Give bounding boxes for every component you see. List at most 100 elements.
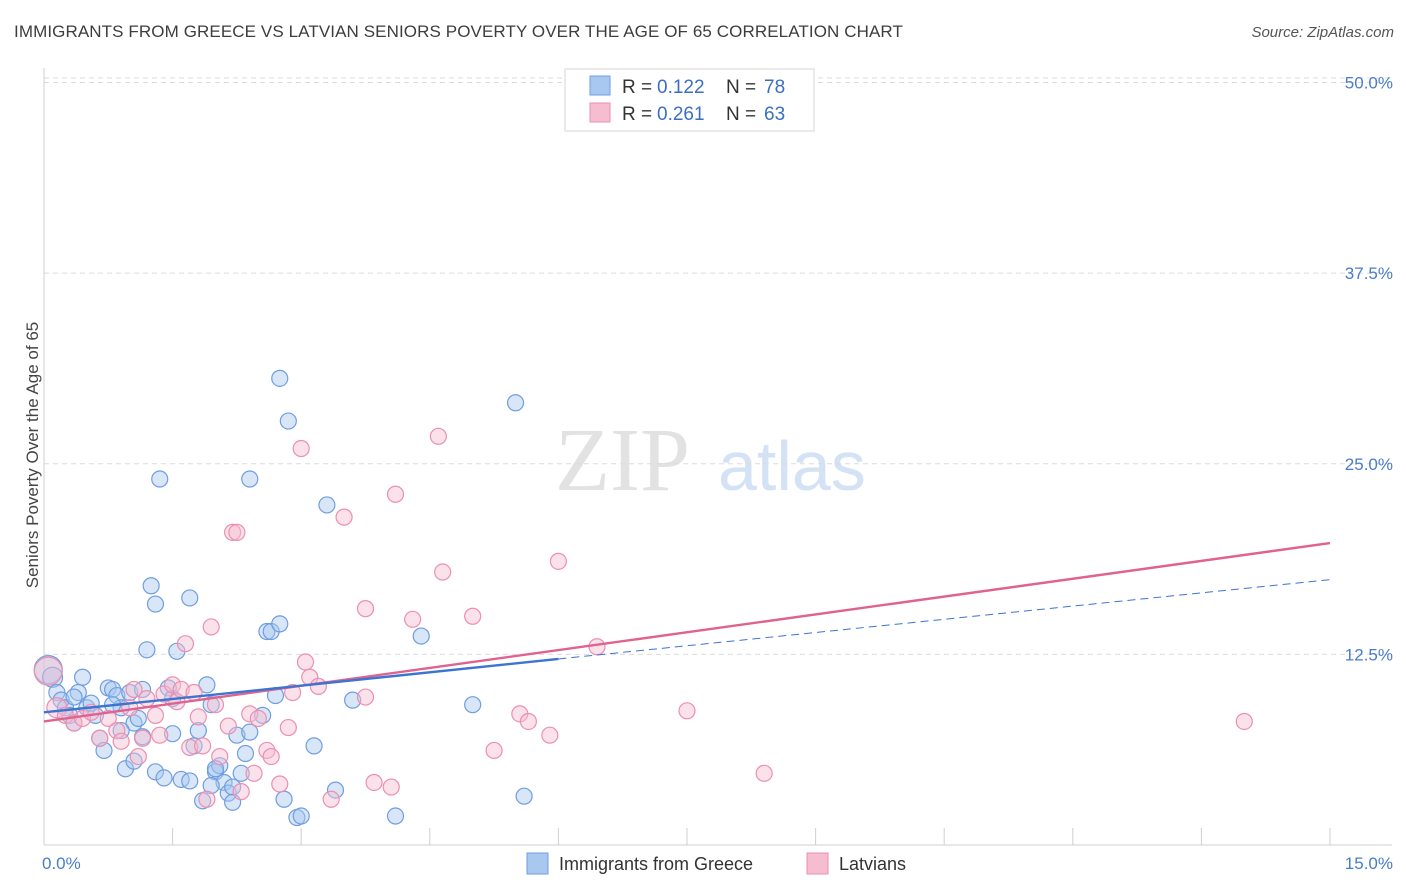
greece-point: [146, 595, 165, 613]
latvians-point: [176, 635, 195, 653]
greece-point: [305, 737, 323, 755]
greece-point: [142, 577, 160, 595]
latvians-point: [108, 722, 126, 740]
greece-point: [318, 496, 336, 514]
grid-lines: [44, 77, 1392, 655]
legend-swatch-greece: [589, 75, 611, 96]
greece-point: [515, 787, 533, 805]
latvians-point: [129, 747, 147, 766]
latvians-point: [249, 709, 267, 728]
latvians-point: [549, 552, 568, 570]
greece-point: [164, 725, 182, 743]
x-ticks: [43, 828, 1331, 845]
latvians-point: [678, 702, 696, 720]
greece-point: [464, 696, 482, 714]
latvians-point: [91, 729, 109, 747]
greece-point: [215, 773, 233, 792]
latvians-point: [292, 439, 310, 458]
latvians-point: [365, 773, 383, 792]
legend-n-value-greece: 78: [764, 77, 785, 98]
latvians-point: [519, 712, 537, 731]
bottom-legend-label-latvians: Latvians: [839, 854, 906, 874]
legend-n-value-latvians: 63: [764, 104, 785, 125]
greece-point: [326, 781, 345, 799]
greece-trend-line: [43, 657, 559, 714]
series-legend: Immigrants from Greece Latvians: [526, 852, 906, 875]
latvians-point: [241, 705, 259, 723]
latvians-point: [219, 717, 237, 735]
greece-point: [224, 778, 242, 796]
latvians-point: [434, 563, 452, 581]
latvians-point: [356, 688, 375, 706]
latvians-point: [133, 729, 152, 747]
latvians-point: [146, 706, 165, 724]
greece-point: [412, 627, 430, 645]
latvians-point: [1235, 712, 1253, 731]
latvians-point: [262, 747, 280, 766]
latvians-point: [211, 747, 229, 766]
latvians-point: [125, 680, 143, 699]
latvians-trend-line: [43, 541, 1331, 723]
latvians-point: [224, 523, 242, 541]
latvians-point: [464, 607, 482, 625]
greece-trend-line-extrapolated: [558, 579, 1331, 660]
greece-point: [181, 772, 199, 790]
greece-point: [241, 723, 259, 741]
bottom-legend-swatch-greece: [526, 852, 549, 875]
latvians-point: [588, 638, 606, 656]
axes: [43, 68, 1392, 846]
greece-point: [202, 776, 220, 795]
latvians-point: [99, 709, 117, 728]
stats-legend: R = 0.122 N = 78 R = 0.261 N = 63: [564, 68, 815, 132]
greece-point: [275, 790, 293, 808]
legend-r-label-greece: R =: [622, 77, 652, 98]
latvians-point: [404, 610, 422, 628]
legend-r-label-latvians: R =: [622, 104, 652, 125]
y-tick-label: 12.5%: [1345, 645, 1393, 664]
latvians-point: [271, 775, 289, 793]
greece-point: [386, 807, 405, 825]
latvians-point: [755, 764, 773, 782]
latvians-point: [112, 732, 130, 750]
greece-point: [506, 394, 525, 412]
greece-point: [202, 696, 220, 714]
latvians-point: [429, 427, 447, 445]
y-tick-label: 37.5%: [1345, 264, 1393, 283]
latvians-point: [33, 656, 63, 686]
latvians-point: [541, 726, 559, 744]
watermark-atlas: atlas: [718, 427, 866, 505]
greece-point: [73, 668, 92, 686]
latvians-point: [202, 618, 220, 636]
greece-point: [271, 615, 289, 633]
y-tick-label: 25.0%: [1345, 455, 1393, 474]
greece-point: [271, 369, 289, 387]
greece-point: [292, 807, 310, 825]
legend-r-value-greece: 0.122: [657, 77, 705, 98]
greece-point: [228, 726, 246, 744]
x-tick-label-min: 0.0%: [42, 854, 81, 873]
greece-point: [172, 770, 190, 789]
latvians-point: [138, 689, 156, 708]
greece-point: [65, 688, 83, 706]
latvians-point: [322, 790, 340, 808]
latvians-point: [335, 508, 353, 526]
latvians-point: [181, 738, 199, 757]
greece-point: [279, 412, 297, 430]
greece-point: [146, 763, 165, 781]
legend-n-label-latvians: N =: [726, 104, 756, 125]
latvians-point: [194, 737, 212, 755]
watermark-zip: ZIP: [555, 411, 690, 510]
watermark: ZIP atlas: [555, 411, 866, 510]
trend-lines: [43, 541, 1331, 723]
latvians-point: [189, 708, 207, 726]
legend-n-label-greece: N =: [726, 77, 756, 98]
latvians-point: [164, 676, 182, 694]
x-tick-label-max: 15.0%: [1345, 854, 1393, 873]
chart-source: Source: ZipAtlas.com: [1251, 24, 1394, 41]
latvians-point: [386, 485, 405, 503]
greece-point: [241, 470, 259, 488]
y-tick-label: 50.0%: [1345, 74, 1393, 93]
bottom-legend-label-greece: Immigrants from Greece: [559, 854, 753, 874]
greece-point: [151, 470, 169, 488]
greece-point: [232, 764, 250, 782]
